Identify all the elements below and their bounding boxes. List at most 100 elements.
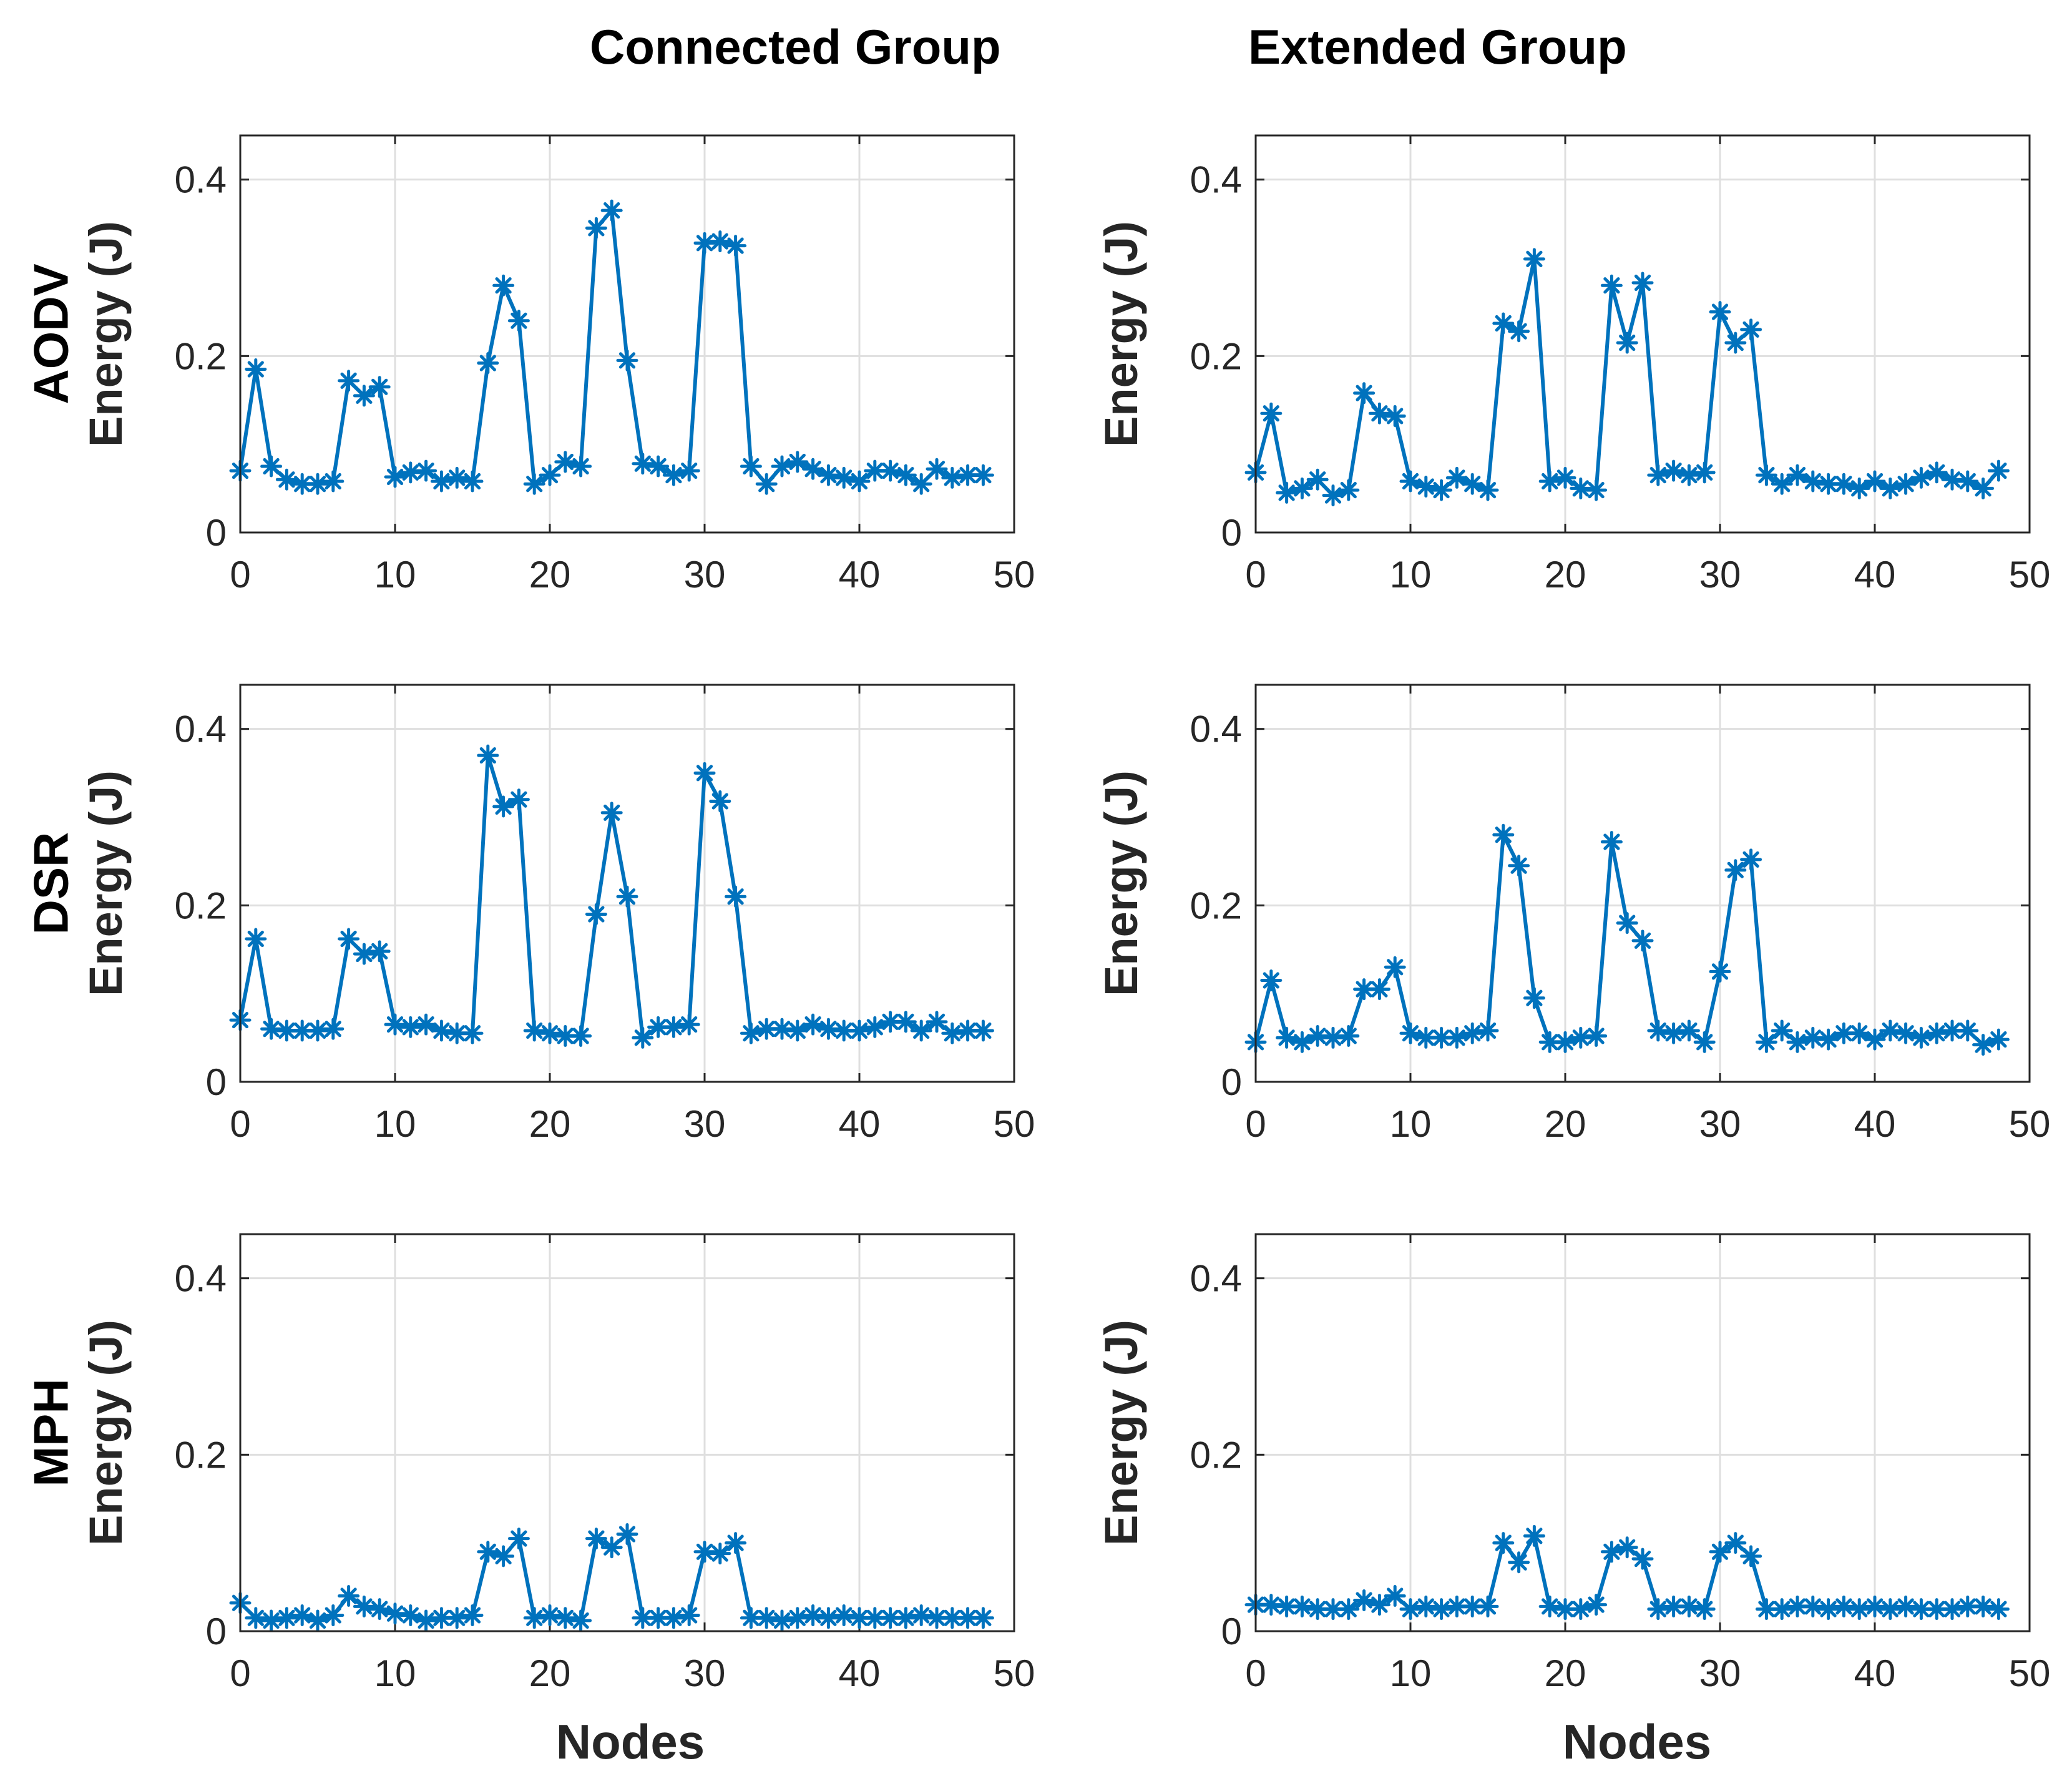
data-point [1755, 1031, 1777, 1053]
plot-area [240, 1234, 1014, 1631]
y-axis-label: Energy (J) [1095, 221, 1147, 447]
subplot-mph-extended: 0 10 20 30 40 50 0 0.2 0.4 Energy (J) [1095, 1233, 2050, 1694]
data-point [1260, 1594, 1283, 1616]
data-point [492, 1545, 515, 1568]
data-point [275, 468, 298, 491]
data-point [1399, 470, 1422, 493]
y-tick-label: 0 [206, 1061, 227, 1103]
data-point [1832, 1022, 1855, 1044]
data-point [353, 943, 375, 965]
y-tick-label: 0.4 [1190, 159, 1242, 201]
data-point [492, 795, 515, 818]
x-tick-label: 10 [374, 1652, 416, 1694]
data-point [1987, 1028, 2010, 1051]
x-tick-label: 50 [994, 1652, 1035, 1694]
data-point [755, 473, 778, 495]
axes-box [239, 1233, 1015, 1632]
data-point [616, 885, 638, 908]
data-point [368, 376, 391, 398]
data-point [1709, 301, 1731, 323]
data-point [1399, 1598, 1422, 1621]
data-point [678, 1013, 700, 1036]
data-point [1477, 1595, 1499, 1617]
data-point [1647, 464, 1669, 486]
data-point [1585, 479, 1608, 501]
data-point [693, 762, 716, 784]
data-point [1879, 1019, 1902, 1042]
plot-area [1256, 1234, 2030, 1631]
data-point [1523, 248, 1545, 270]
data-point [353, 385, 375, 407]
x-tick-label: 30 [1699, 1103, 1741, 1145]
data-point [1477, 1019, 1499, 1042]
data-point [1276, 481, 1298, 504]
data-point [399, 1604, 422, 1627]
x-tick-label: 50 [2009, 1103, 2051, 1145]
data-point [1353, 382, 1376, 405]
data-point [523, 1607, 545, 1629]
data-point [864, 1016, 886, 1038]
data-point [1600, 831, 1623, 853]
data-point [1306, 1025, 1329, 1048]
x-tick-label: 50 [994, 1103, 1035, 1145]
data-point [1987, 1598, 2010, 1621]
x-tick-label: 10 [374, 1103, 416, 1145]
data-point [1306, 468, 1329, 491]
data-point [399, 1016, 422, 1038]
data-point [1879, 1598, 1902, 1621]
y-axis-label: Energy (J) [80, 1320, 132, 1546]
data-point [1724, 1532, 1747, 1554]
data-point [941, 1022, 964, 1044]
data-point [725, 235, 747, 257]
data-point [523, 1019, 545, 1042]
x-tick-label: 50 [994, 554, 1035, 596]
x-tick-label: 20 [1545, 1652, 1586, 1694]
data-point [1848, 1598, 1870, 1621]
data-point [833, 1604, 855, 1627]
data-point [755, 1607, 778, 1629]
x-tick-label: 0 [1245, 1103, 1266, 1145]
subplot-aodv-extended: 0 10 20 30 40 50 0 0.2 0.4 Energy (J) [1095, 134, 2050, 596]
data-point [1895, 1022, 1917, 1044]
subplot-dsr-extended: 0 10 20 30 40 50 0 0.2 0.4 Energy (J) [1095, 684, 2051, 1145]
data-point [616, 349, 638, 371]
subplot-aodv-connected: 0 10 20 30 40 50 0 0.2 0.4 Energy (J) [80, 134, 1035, 596]
data-point [461, 470, 484, 493]
data-point [384, 466, 406, 488]
data-point [291, 1604, 313, 1627]
data-point [740, 1607, 762, 1629]
subplot-mph-connected: 0 10 20 30 40 50 0 0.2 0.4 Energy (J) [80, 1233, 1035, 1694]
y-tick-label: 0 [206, 1611, 227, 1652]
data-point [740, 1022, 762, 1044]
data-point [1508, 855, 1530, 877]
data-point [461, 1604, 484, 1627]
x-tick-label: 40 [839, 554, 881, 596]
y-tick-label: 0.2 [175, 885, 227, 926]
y-tick-label: 0.2 [1190, 885, 1242, 926]
data-point [1925, 461, 1948, 484]
data-point [570, 1025, 592, 1048]
data-point [1771, 1598, 1793, 1621]
y-tick-label: 0.2 [1190, 335, 1242, 377]
data-point [415, 459, 437, 482]
data-point [1802, 470, 1824, 493]
data-point [1384, 1584, 1406, 1607]
data-point [678, 459, 700, 482]
data-point [585, 903, 607, 925]
y-tick-label: 0.4 [175, 709, 227, 750]
data-point [1384, 405, 1406, 427]
column-title-extended: Extended Group [1248, 19, 1627, 74]
data-point [1477, 479, 1499, 501]
x-tick-label: 40 [1854, 1103, 1896, 1145]
data-point [786, 1019, 809, 1042]
data-point [1709, 960, 1731, 983]
data-point [600, 199, 623, 222]
data-point [338, 370, 360, 392]
data-point [817, 1018, 839, 1040]
y-tick-label: 0 [206, 512, 227, 554]
data-point [399, 461, 422, 484]
data-point [1832, 473, 1855, 495]
data-point [848, 470, 871, 493]
data-point [539, 1022, 561, 1044]
data-point [1570, 1026, 1592, 1049]
